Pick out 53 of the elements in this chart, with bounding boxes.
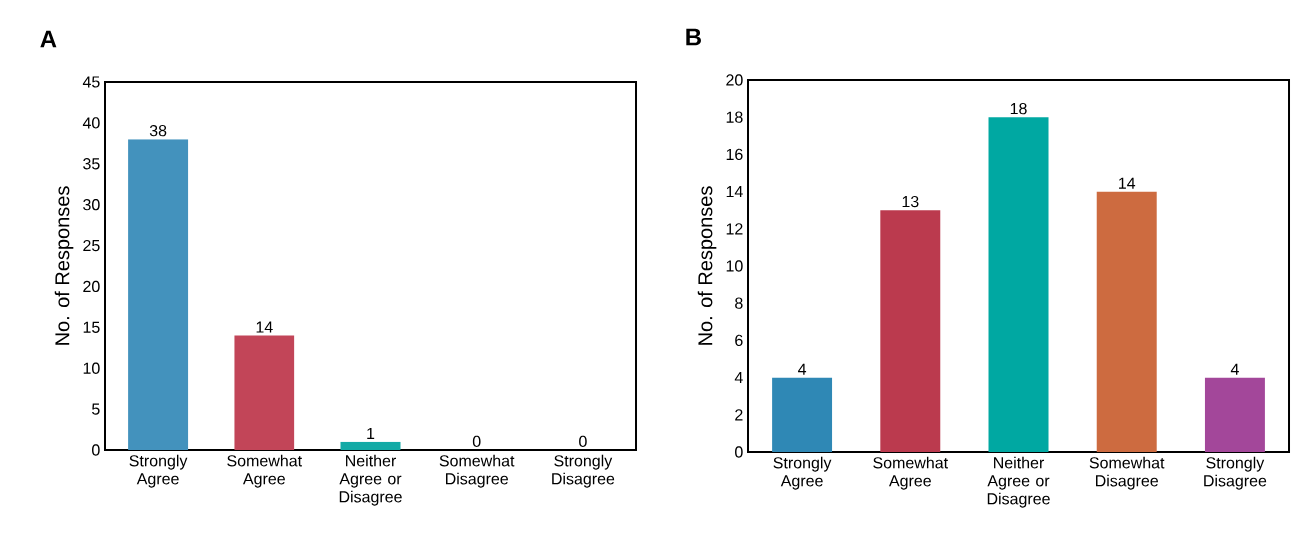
- y-tick-label: 0: [735, 446, 743, 458]
- data-label: 0: [472, 435, 481, 448]
- x-tick-label: Somewhat Disagree: [1089, 456, 1165, 490]
- y-tick-label: 30: [83, 199, 100, 211]
- bar: [128, 139, 189, 450]
- data-label: 18: [1010, 102, 1027, 115]
- x-tick-label: Strongly Agree: [129, 454, 188, 488]
- x-tick-label: Strongly Disagree: [552, 454, 615, 488]
- x-tick-label: Somewhat Disagree: [439, 454, 515, 488]
- chart-title: B: [686, 28, 701, 46]
- y-tick-label: 20: [83, 280, 100, 293]
- data-label: 0: [579, 435, 587, 448]
- y-axis-title: No. of Responses: [697, 186, 717, 345]
- data-label: 14: [1119, 177, 1136, 189]
- y-tick-label: 25: [83, 239, 100, 252]
- bar: [772, 377, 833, 452]
- bar: [1204, 377, 1265, 452]
- y-tick-label: 8: [735, 297, 743, 309]
- chart-title: A: [40, 30, 57, 48]
- x-tick-label: Strongly Disagree: [1204, 456, 1267, 490]
- y-tick-label: 6: [735, 334, 743, 347]
- y-tick-label: 40: [82, 117, 100, 129]
- y-tick-label: 5: [92, 403, 100, 415]
- y-tick-label: 15: [83, 321, 100, 333]
- y-tick-label: 20: [726, 74, 743, 86]
- x-tick-label: Strongly Agree: [773, 456, 832, 490]
- bar: [340, 441, 401, 450]
- bar: [880, 210, 941, 452]
- y-tick-label: 16: [726, 148, 743, 161]
- data-label: 4: [1230, 363, 1239, 375]
- data-label: 14: [256, 321, 273, 333]
- bar: [1096, 191, 1157, 452]
- y-tick-label: 10: [726, 260, 743, 272]
- x-tick-label: Neither Agree or Disagree: [987, 456, 1050, 508]
- y-tick-label: 45: [82, 76, 100, 88]
- y-tick-label: 10: [83, 362, 100, 374]
- bar: [988, 117, 1049, 452]
- y-axis-title: No. of Responses: [54, 186, 74, 345]
- y-tick-label: 4: [734, 372, 743, 384]
- data-label: 4: [798, 363, 807, 375]
- y-tick-label: 14: [726, 186, 743, 198]
- y-tick-label: 18: [726, 111, 743, 123]
- y-tick-label: 0: [92, 444, 100, 456]
- bar: [234, 335, 295, 450]
- y-tick-label: 12: [726, 223, 743, 235]
- x-tick-label: Neither Agree or Disagree: [339, 454, 402, 506]
- y-tick-label: 35: [83, 158, 100, 170]
- data-label: 38: [149, 124, 167, 137]
- x-tick-label: Somewhat Agree: [227, 454, 302, 488]
- data-label: 13: [902, 195, 919, 208]
- y-tick-label: 2: [735, 409, 743, 421]
- x-tick-label: Somewhat Agree: [873, 456, 948, 490]
- data-label: 1: [367, 427, 375, 439]
